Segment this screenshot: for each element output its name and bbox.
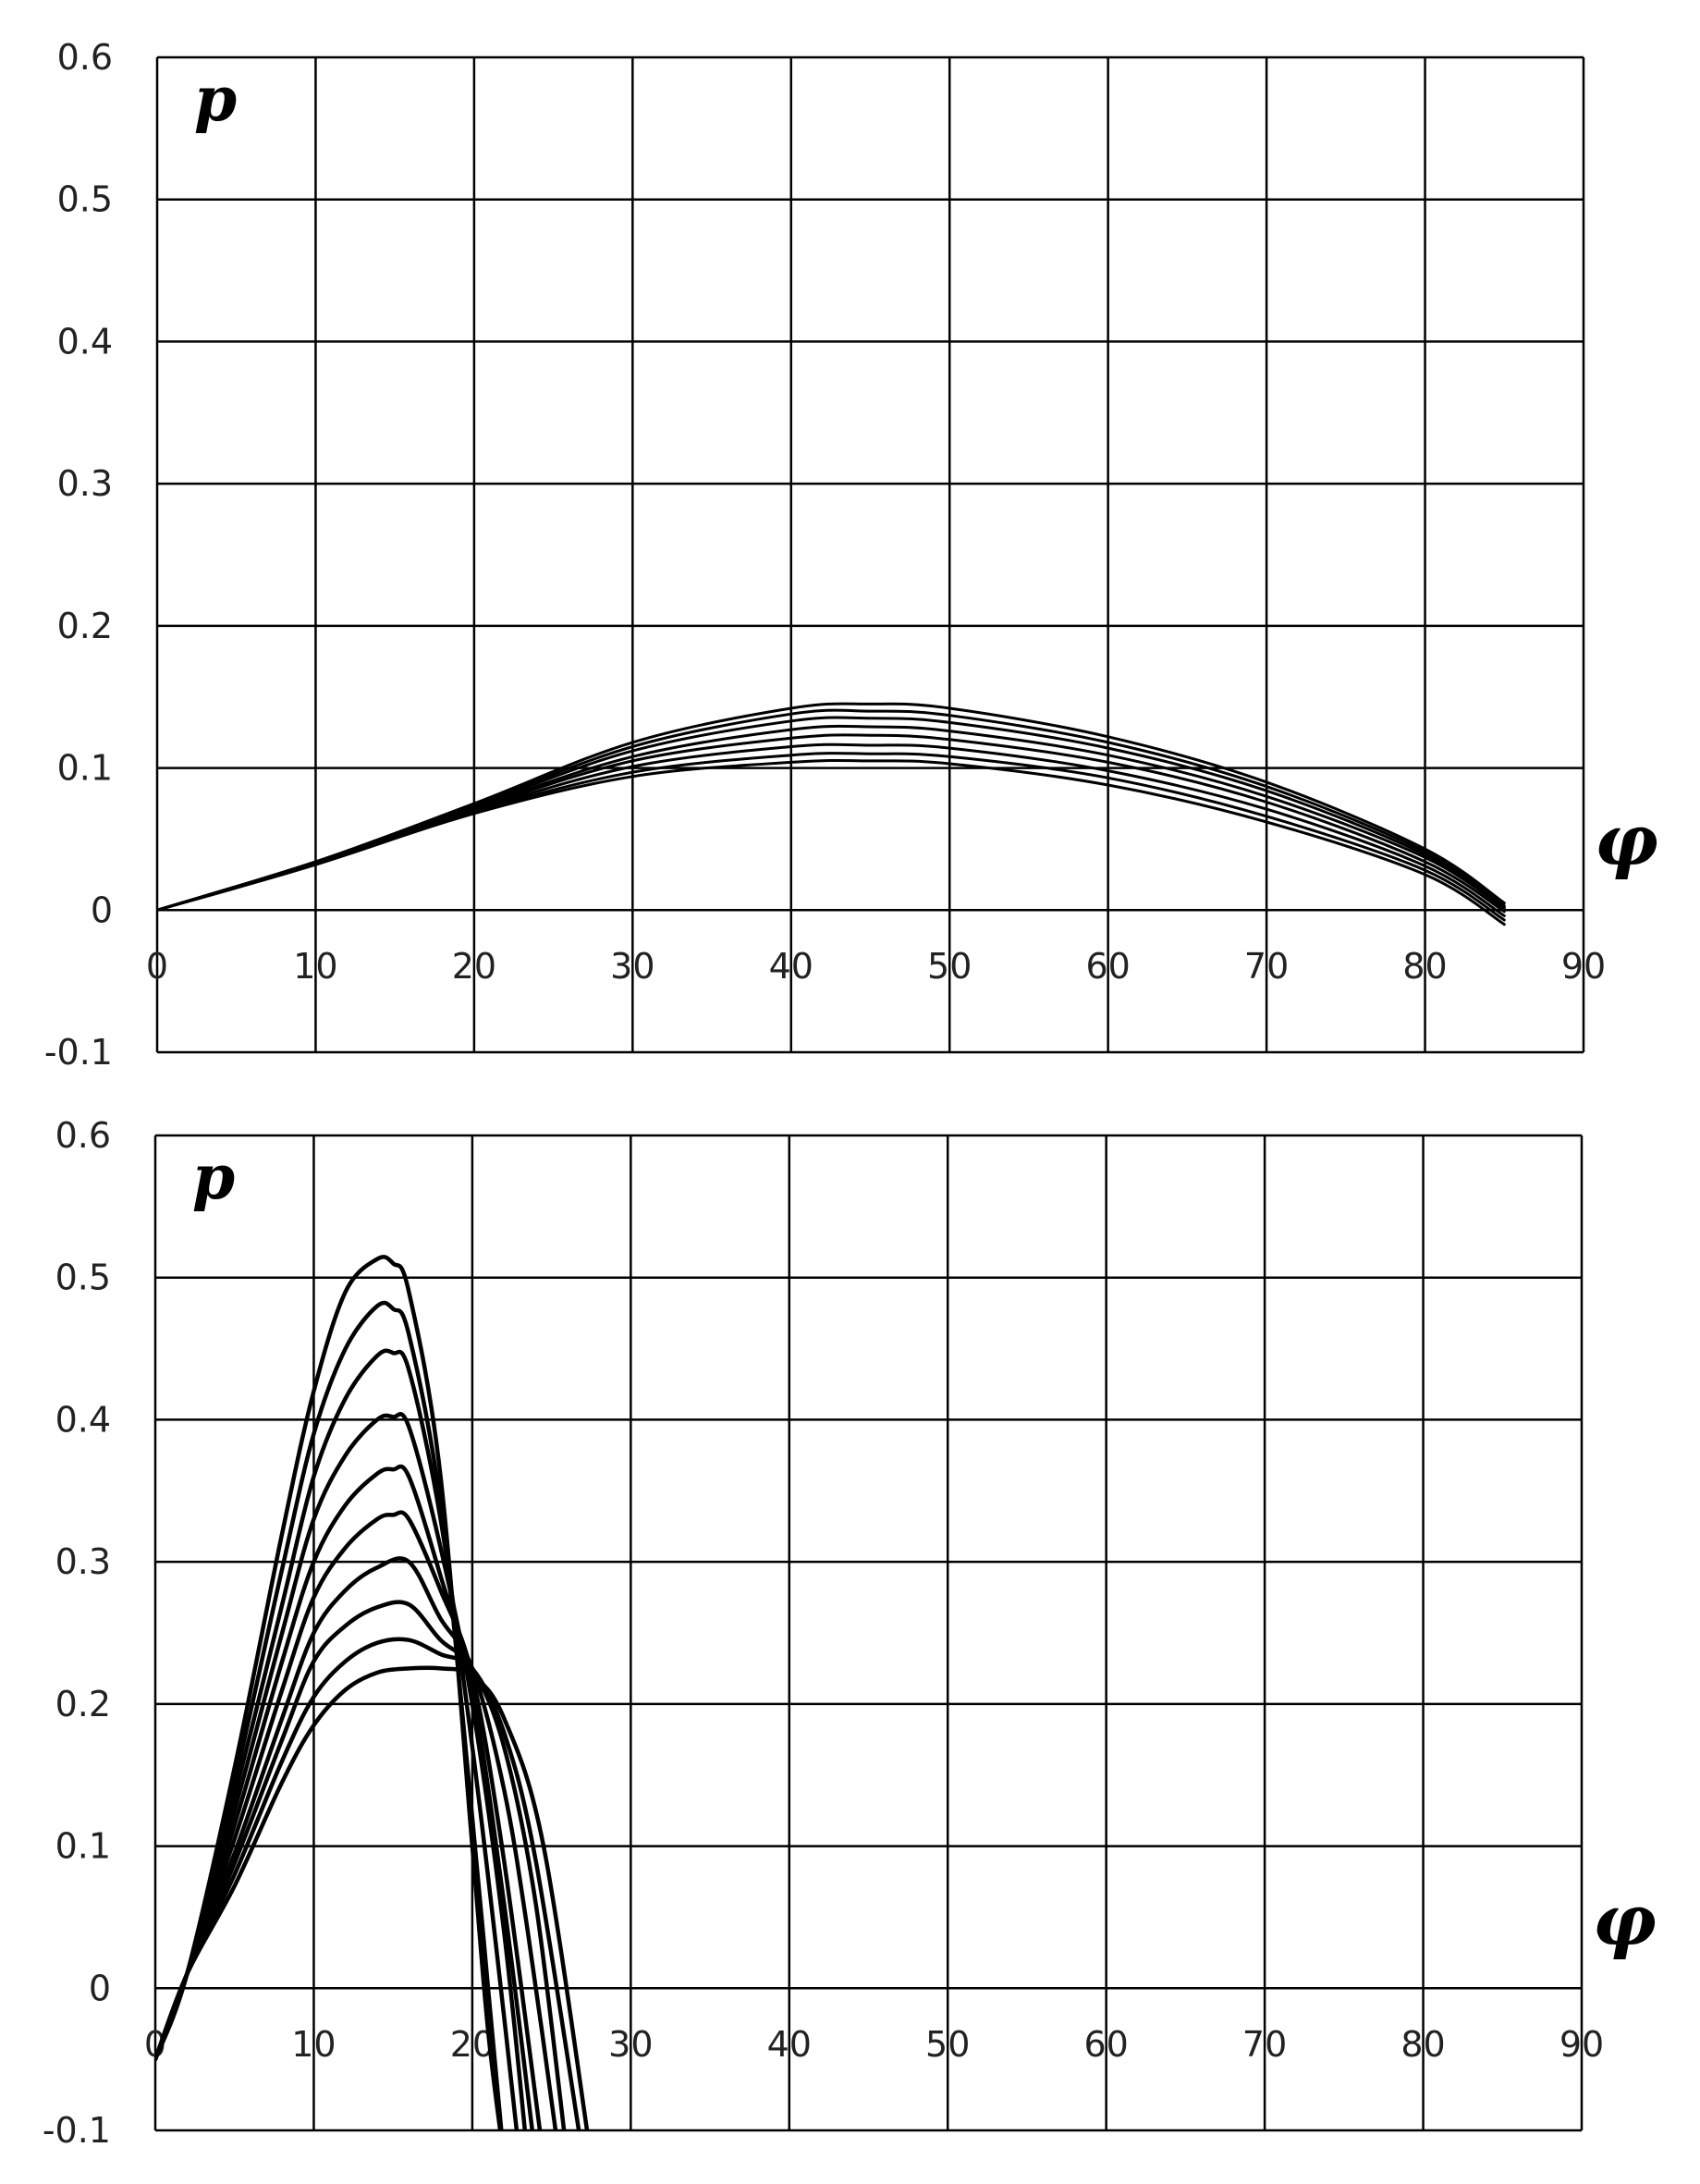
panel-2-x-axis-label: φ bbox=[1593, 1879, 1657, 1961]
panel-2-series-line-9 bbox=[155, 1637, 581, 2130]
panel-1-x-tick-label: 50 bbox=[927, 946, 972, 987]
panel-1-x-tick-label: 80 bbox=[1402, 946, 1447, 987]
panel-2-y-tick-label: 0.4 bbox=[55, 1399, 111, 1440]
panel-1-y-tick-label: -0.1 bbox=[44, 1032, 113, 1073]
panel-1-x-axis-label: φ bbox=[1595, 799, 1658, 881]
panel-1-x-tick-label: 0 bbox=[146, 946, 168, 987]
panel-2-y-axis-label: p bbox=[192, 1141, 235, 1213]
panel-1-y-axis-label: p bbox=[194, 63, 237, 135]
panel-1-y-tick-label: 0.3 bbox=[57, 463, 113, 504]
panel-1-series-line-3 bbox=[157, 742, 1506, 917]
panel-1-x-tick-label: 30 bbox=[610, 946, 654, 987]
panel-2-grid bbox=[153, 1134, 1584, 2132]
panel-2-y-tick-label: 0.3 bbox=[55, 1541, 111, 1582]
panel-2-series-line-3 bbox=[155, 1348, 520, 2130]
top-chart: 0 10 20 30 40 50 60 70 80 90 0.6 0.5 0.4 0.3 0.2 0.1 0 -0… bbox=[44, 37, 1658, 1073]
panel-1-y-tick-label: 0 bbox=[91, 890, 113, 930]
panel-2-series-line-6 bbox=[155, 1510, 543, 2130]
panel-2-y-tick-label: -0.1 bbox=[43, 2110, 111, 2151]
panel-1-x-tick-label: 40 bbox=[769, 946, 813, 987]
panel-1-x-tick-label: 60 bbox=[1085, 946, 1130, 987]
panel-2-series-line-10 bbox=[155, 1665, 590, 2130]
panel-2-x-tick-label: 60 bbox=[1083, 2024, 1128, 2065]
panel-1-series-line-8 bbox=[157, 702, 1506, 912]
panel-2-x-tick-label: 80 bbox=[1400, 2024, 1445, 2065]
panel-1-y-tick-label: 0.1 bbox=[57, 748, 113, 789]
panel-2-series-line-8 bbox=[155, 1600, 567, 2130]
panel-2-series-line-2 bbox=[155, 1300, 504, 2130]
panel-2-x-tick-label: 30 bbox=[608, 2024, 653, 2065]
panel-1-y-tick-label: 0.4 bbox=[57, 321, 113, 362]
panel-1-x-tick-label: 70 bbox=[1244, 946, 1289, 987]
bottom-chart: 0 10 20 30 40 50 60 70 80 900.60.50.40.30.20.10-0… bbox=[43, 1115, 1657, 2151]
panel-2-x-tick-label: 10 bbox=[291, 2024, 336, 2065]
panel-2-series-line-4 bbox=[155, 1412, 528, 2130]
panel-2-series-line-7 bbox=[155, 1556, 558, 2130]
panel-1-series-line-1 bbox=[157, 758, 1506, 926]
panel-1-series-line-2 bbox=[157, 752, 1506, 922]
panel-1-series-line-7 bbox=[157, 708, 1506, 912]
panel-1-y-tick-label: 0.5 bbox=[57, 179, 113, 220]
panel-2-x-tick-label: 70 bbox=[1242, 2024, 1287, 2065]
panel-2-series-line-5 bbox=[155, 1464, 535, 2130]
panel-1-x-tick-label: 10 bbox=[293, 946, 337, 987]
panel-1-series-group bbox=[157, 702, 1506, 926]
panel-2-x-tick-label: 90 bbox=[1559, 2024, 1604, 2065]
panel-1-x-tick-label: 90 bbox=[1561, 946, 1606, 987]
panel-2-y-tick-label: 0.6 bbox=[55, 1115, 111, 1156]
panel-2-y-tick-label: 0 bbox=[89, 1968, 111, 2008]
panel-2-x-tick-label: 40 bbox=[767, 2024, 812, 2065]
panel-2-y-tick-label: 0.1 bbox=[55, 1826, 111, 1867]
panel-2-x-tick-label: 50 bbox=[925, 2024, 970, 2065]
panel-2-series-group bbox=[155, 1255, 590, 2130]
panel-1-x-tick-label: 20 bbox=[452, 946, 496, 987]
panel-2-series-line-1 bbox=[155, 1255, 503, 2130]
panel-1-y-tick-label: 0.2 bbox=[57, 606, 113, 646]
panel-2-y-tick-label: 0.2 bbox=[55, 1684, 111, 1724]
panel-2-y-tick-label: 0.5 bbox=[55, 1258, 111, 1298]
panel-1-grid bbox=[155, 55, 1585, 1054]
panel-1-y-tick-label: 0.6 bbox=[57, 37, 113, 78]
